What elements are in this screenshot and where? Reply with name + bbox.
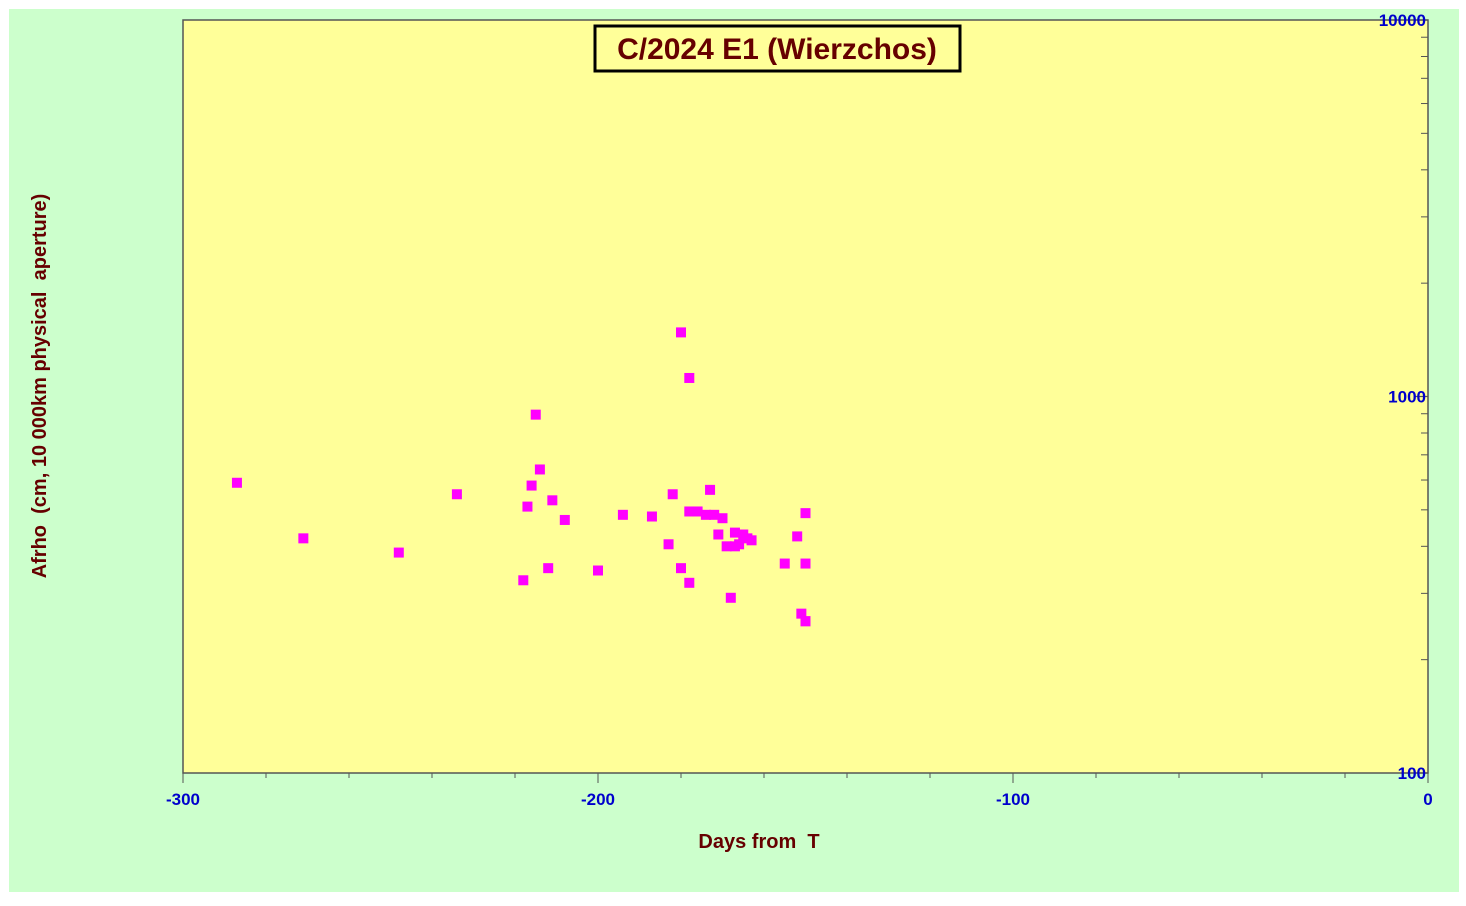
data-point xyxy=(534,464,545,475)
data-point xyxy=(800,616,811,627)
data-point xyxy=(522,501,533,512)
y-tick-label: 10000 xyxy=(1379,11,1426,30)
data-point xyxy=(700,509,711,520)
data-point xyxy=(526,480,537,491)
data-point xyxy=(543,563,554,574)
data-point xyxy=(800,558,811,569)
data-point xyxy=(684,372,695,383)
data-point xyxy=(663,539,674,550)
data-point xyxy=(530,409,541,420)
data-point xyxy=(676,563,686,574)
x-ticks xyxy=(182,773,1429,783)
data-point xyxy=(617,509,628,520)
data-point xyxy=(721,541,732,552)
data-point xyxy=(559,514,570,525)
x-tick-label: -200 xyxy=(581,790,615,809)
data-point xyxy=(725,592,736,603)
x-tick-label: -300 xyxy=(166,790,200,809)
data-points xyxy=(231,327,811,627)
data-point xyxy=(676,327,686,338)
y-minor-ticks xyxy=(1421,36,1428,661)
y-axis-label: Afrho (cm, 10 000km physical aperture) xyxy=(29,194,51,579)
data-point xyxy=(746,535,757,546)
y-tick-label: 1000 xyxy=(1388,388,1426,407)
data-point xyxy=(667,489,678,500)
data-point xyxy=(298,533,309,544)
data-point xyxy=(734,539,745,550)
y-major-ticks xyxy=(1414,19,1428,774)
data-point xyxy=(684,506,695,517)
data-point xyxy=(646,511,657,522)
plot-area xyxy=(182,19,1429,774)
x-axis-label: Days from T xyxy=(698,831,819,853)
data-point xyxy=(729,527,740,538)
data-point xyxy=(713,529,724,540)
data-point xyxy=(800,508,811,519)
data-point xyxy=(796,608,807,619)
x-tick-label: -100 xyxy=(996,790,1030,809)
data-point xyxy=(717,513,728,524)
chart-title-box: C/2024 E1 (Wierzchos) xyxy=(593,24,962,73)
x-tick-label: 0 xyxy=(1423,790,1432,809)
data-point xyxy=(709,509,720,520)
data-point xyxy=(779,558,790,569)
chart-title: C/2024 E1 (Wierzchos) xyxy=(617,33,937,66)
y-tick-label: 100 xyxy=(1398,764,1426,783)
data-point xyxy=(705,484,716,495)
data-point xyxy=(518,575,529,586)
data-point xyxy=(393,547,404,558)
data-point xyxy=(593,565,603,576)
data-point xyxy=(684,577,695,588)
x-tick-labels: -300 -200 -100 0 xyxy=(166,790,1433,809)
data-point xyxy=(231,477,242,488)
data-point xyxy=(692,506,703,517)
data-point xyxy=(792,531,803,542)
data-point xyxy=(547,495,558,506)
y-tick-labels: 100 1000 10000 xyxy=(1379,11,1426,783)
data-point xyxy=(451,489,462,500)
